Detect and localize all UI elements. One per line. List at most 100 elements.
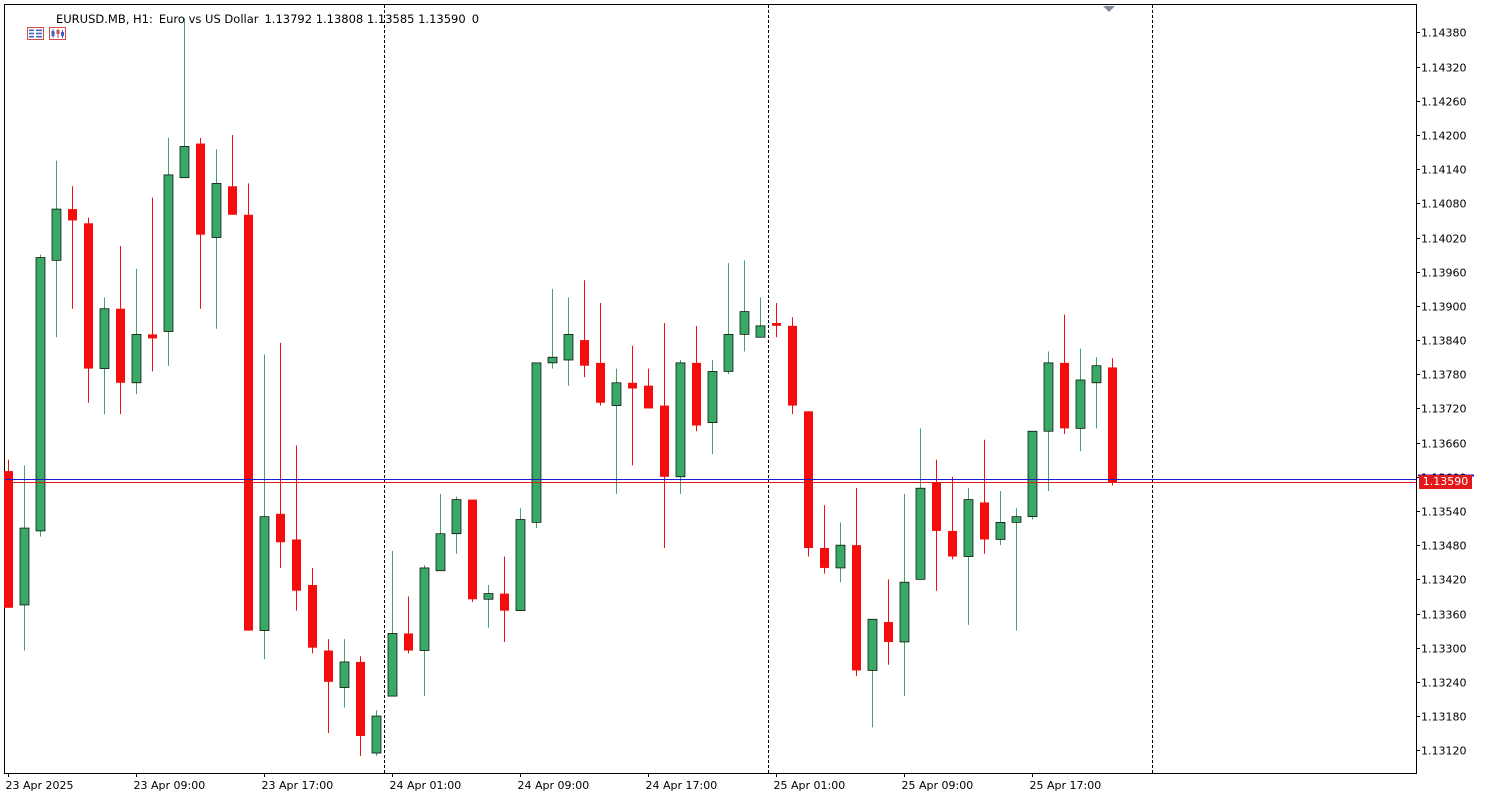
candle [1060,314,1069,435]
candle [324,639,333,734]
candle-body [884,622,893,642]
candle [963,488,974,625]
candle-body [179,146,190,179]
candle-body [51,208,62,261]
chart-type-icon[interactable] [34,13,66,40]
price-tick-label: 1.13120 [1421,745,1467,758]
candle-body [468,499,477,600]
plot-frame [4,4,1417,774]
candle-body [356,661,365,736]
time-tick-label: 25 Apr 09:00 [902,779,974,792]
candle [451,496,462,554]
time-tick-label: 25 Apr 17:00 [1030,779,1102,792]
candle [35,254,46,537]
candle [419,565,430,697]
candle-body [387,633,398,697]
candle-body [995,522,1006,540]
candle [980,439,989,554]
candle [19,465,30,651]
candle [884,579,893,665]
price-tick-label: 1.13780 [1421,369,1467,382]
time-tick-label: 24 Apr 09:00 [518,779,590,792]
candle [99,297,110,415]
menu-grid-icon[interactable] [12,13,44,40]
candle-body [899,581,910,643]
candle-body [371,715,382,754]
candle [580,280,589,378]
price-tick-label: 1.14320 [1421,62,1467,75]
time-tick-label: 23 Apr 09:00 [134,779,206,792]
candle-body [19,527,30,606]
candle-body [611,382,622,406]
candle-body [1043,362,1054,432]
price-tick-label: 1.13900 [1421,301,1467,314]
candle [675,360,686,494]
candle [1108,358,1117,486]
candle-body [292,539,301,591]
candle [131,268,142,395]
candle-body [563,334,574,361]
candle-body [483,593,494,600]
candle [339,639,350,708]
candle-body [84,223,93,369]
candle-body [835,544,846,569]
chart-shift-marker-icon[interactable] [1103,6,1115,12]
candle-body [723,334,734,372]
candle [852,488,861,677]
time-tick-label: 24 Apr 01:00 [390,779,462,792]
candle [1091,357,1102,429]
candle-body [451,499,462,535]
candle [1043,351,1054,492]
candle-body [1075,379,1086,429]
candle-body [419,567,430,651]
candle-body [867,618,878,671]
day-separators [384,5,1153,773]
candle [292,445,301,611]
candle-body [228,186,237,215]
candle-body [644,385,653,409]
price-lines [5,474,1474,483]
candle-body [1011,516,1022,523]
candle-body [628,382,637,389]
candle-body [660,405,669,477]
candle [772,303,781,338]
candle-body [1060,362,1069,429]
candle-body [739,311,750,335]
time-tick-label: 25 Apr 01:00 [774,779,846,792]
candle [948,476,957,560]
candle [468,499,477,603]
candle [84,217,93,403]
price-tick-label: 1.13840 [1421,335,1467,348]
price-tick-label: 1.13240 [1421,677,1467,690]
candle-body [68,209,77,221]
candle [356,656,365,756]
candle-body [35,257,46,532]
candle-body [404,633,413,651]
price-tick-label: 1.13420 [1421,574,1467,587]
price-axis: 1.14380 1.14320 1.14260 1.14200 1.14140 1.140… [1416,27,1467,758]
candle [692,325,701,432]
candle-body [915,487,926,580]
price-tick-label: 1.13960 [1421,267,1467,280]
candle [628,345,637,466]
candle-body [948,530,957,557]
candle-body [980,502,989,540]
candle-body [211,183,222,238]
time-tick-label: 23 Apr 2025 [6,779,74,792]
candle [228,135,237,215]
candle [148,197,157,372]
candle [644,368,653,409]
candle-body [116,308,125,383]
candle [563,297,574,386]
candle-body [772,322,781,326]
candle-body [163,174,174,332]
candle-body [324,650,333,682]
candle [116,246,125,415]
symbol-description: Euro vs US Dollar [158,12,259,26]
candle-body [339,661,350,688]
time-tick-label: 24 Apr 17:00 [646,779,718,792]
candle-body [580,340,589,366]
price-tick-label: 1.13300 [1421,643,1467,656]
price-tick-label: 1.13540 [1421,506,1467,519]
